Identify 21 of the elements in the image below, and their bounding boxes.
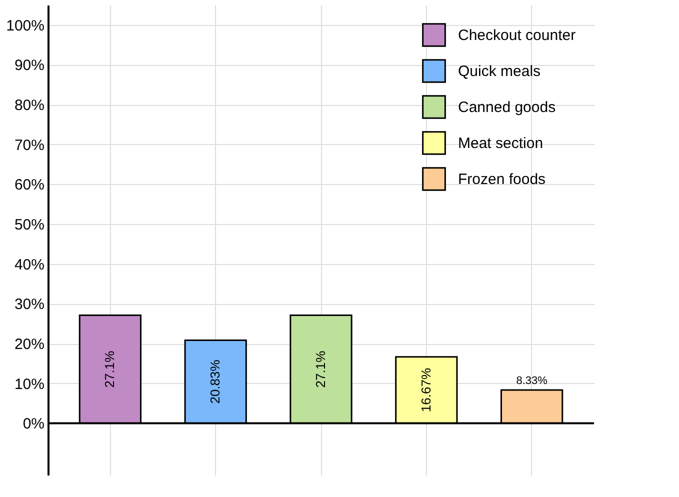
legend-label: Checkout counter	[458, 27, 576, 44]
text: 27.1%	[313, 350, 328, 388]
y-tick-label: 50%	[14, 216, 44, 234]
y-tick-label: 100%	[6, 17, 44, 34]
y-tick-label: 80%	[14, 97, 44, 114]
y-tick-label: 70%	[14, 136, 44, 154]
legend-label: Canned goods	[458, 99, 556, 116]
y-tick-label: 30%	[14, 296, 44, 314]
y-tick-label: 0%	[22, 416, 44, 433]
text: 16.67%	[418, 368, 434, 412]
y-tick-label: 10%	[14, 376, 44, 393]
legend-label: Frozen foods	[458, 171, 546, 188]
text: 20.83%	[208, 360, 223, 404]
legend-label: Meat section	[458, 135, 544, 152]
y-tick-label: 60%	[14, 176, 44, 194]
y-tick-label: 40%	[14, 256, 44, 274]
text: 27.1%	[102, 350, 118, 388]
text: 8.33%	[516, 375, 548, 388]
y-tick-label: 20%	[14, 336, 44, 354]
y-tick-label: 90%	[14, 57, 44, 74]
legend-label: Quick meals	[458, 63, 541, 80]
